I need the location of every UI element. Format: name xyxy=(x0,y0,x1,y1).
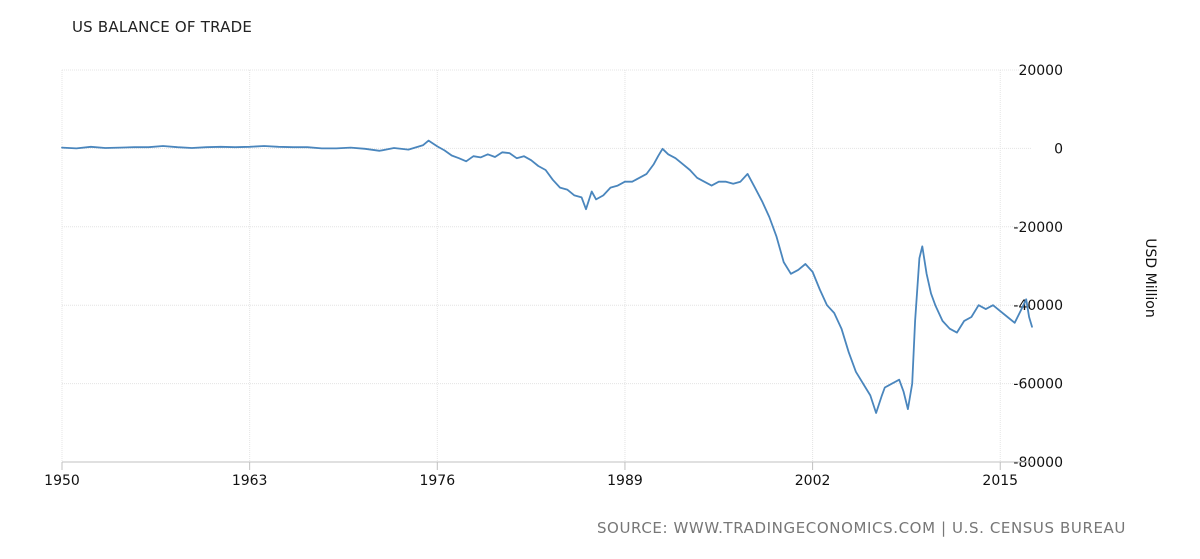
x-tick-label: 2002 xyxy=(795,473,831,489)
y-tick-label: -80000 xyxy=(1013,455,1063,471)
x-tick-label: 1976 xyxy=(419,473,455,489)
source-credit: SOURCE: WWW.TRADINGECONOMICS.COM | U.S. … xyxy=(596,519,1126,537)
series-layer xyxy=(61,139,1033,414)
y-axis-title: USD Million xyxy=(1142,238,1158,317)
x-tick-label: 2015 xyxy=(982,473,1018,489)
y-tick-label: -60000 xyxy=(1013,377,1063,393)
x-tick-label: 1963 xyxy=(232,473,268,489)
y-tick-label: 0 xyxy=(1054,141,1063,157)
x-tick-label: 1989 xyxy=(607,473,643,489)
x-tick-label: 1950 xyxy=(44,473,80,489)
grid-layer xyxy=(61,69,1032,463)
y-tick-label: 20000 xyxy=(1018,63,1063,79)
y-tick-label: -20000 xyxy=(1013,220,1063,236)
chart-title: US BALANCE OF TRADE xyxy=(72,18,252,36)
series-line xyxy=(61,139,1033,414)
